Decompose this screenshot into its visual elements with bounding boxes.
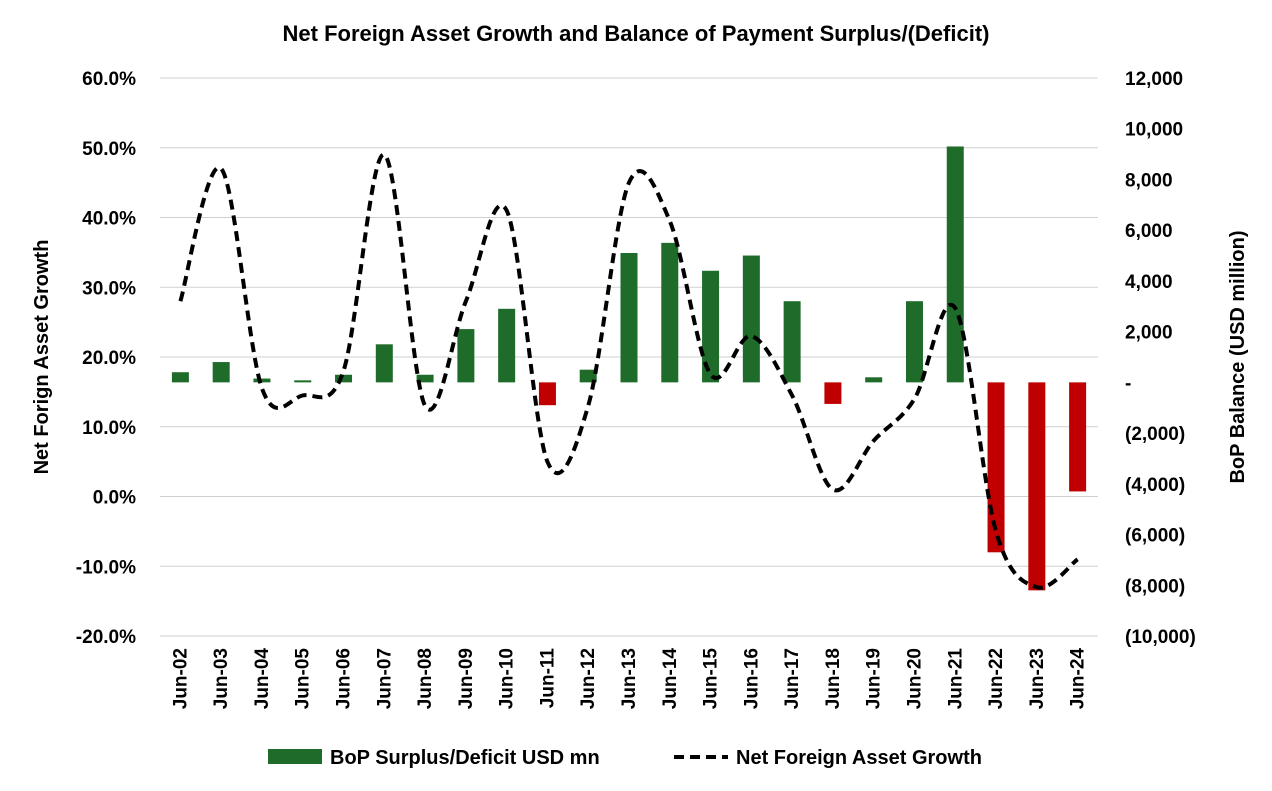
y-axis-left-title: Net Forign Asset Growth bbox=[31, 240, 53, 475]
y-right-tick-label: 10,000 bbox=[1125, 120, 1183, 141]
x-tick-label: Jun-17 bbox=[782, 648, 803, 709]
y-left-tick-label: 40.0% bbox=[82, 209, 136, 230]
bar bbox=[824, 382, 842, 404]
x-tick-label: Jun-24 bbox=[1068, 648, 1089, 710]
x-tick-label: Jun-04 bbox=[252, 648, 273, 710]
bar bbox=[498, 308, 516, 383]
y-right-tick-label: 2,000 bbox=[1125, 323, 1173, 344]
x-tick-label: Jun-07 bbox=[374, 648, 395, 709]
chart-title: Net Foreign Asset Growth and Balance of … bbox=[283, 21, 990, 46]
x-tick-label: Jun-16 bbox=[741, 648, 762, 709]
y-right-tick-label: (8,000) bbox=[1125, 576, 1185, 597]
bar bbox=[661, 242, 679, 383]
x-tick-label: Jun-08 bbox=[415, 648, 436, 709]
x-tick-label: Jun-10 bbox=[497, 648, 518, 709]
x-tick-label: Jun-11 bbox=[537, 648, 558, 709]
bar bbox=[294, 380, 312, 383]
x-tick-label: Jun-13 bbox=[619, 648, 640, 709]
bar bbox=[905, 301, 923, 383]
x-tick-label: Jun-12 bbox=[578, 648, 599, 709]
legend-swatch-bop bbox=[268, 749, 322, 764]
x-tick-label: Jun-22 bbox=[986, 648, 1007, 709]
y-right-tick-label: (6,000) bbox=[1125, 526, 1185, 547]
bar bbox=[375, 344, 393, 383]
bar bbox=[1028, 382, 1046, 591]
bar bbox=[620, 253, 638, 383]
legend-label-bop: BoP Surplus/Deficit USD mn bbox=[330, 747, 600, 769]
y-left-tick-label: 60.0% bbox=[82, 69, 136, 90]
x-tick-label: Jun-14 bbox=[660, 648, 681, 710]
bar bbox=[457, 329, 475, 383]
bar bbox=[946, 146, 964, 383]
y-right-tick-label: - bbox=[1125, 373, 1131, 394]
y-right-tick-label: 12,000 bbox=[1125, 69, 1183, 90]
x-tick-label: Jun-06 bbox=[334, 648, 355, 709]
x-axis-ticks: Jun-02 Jun-03 Jun-04 Jun-05 Jun-06 Jun-07 Jun-… bbox=[170, 648, 1088, 710]
bar bbox=[212, 362, 230, 383]
x-tick-label: Jun-19 bbox=[864, 648, 885, 709]
bar bbox=[416, 374, 434, 383]
legend-label-nfa: Net Foreign Asset Growth bbox=[736, 747, 982, 769]
y-right-tick-label: (4,000) bbox=[1125, 475, 1185, 496]
y-left-tick-label: 0.0% bbox=[93, 488, 136, 509]
bar-series bbox=[171, 146, 1087, 591]
bar bbox=[865, 377, 883, 383]
x-tick-label: Jun-18 bbox=[823, 648, 844, 709]
y-axis-right-title: BoP Balance (USD million) bbox=[1227, 230, 1249, 483]
x-tick-label: Jun-15 bbox=[701, 648, 722, 710]
y-left-tick-label: -10.0% bbox=[76, 557, 136, 578]
y-right-tick-label: 8,000 bbox=[1125, 170, 1173, 191]
right-axis-ticks: 12,000 10,000 8,000 6,000 4,000 2,000 - (2,000)… bbox=[1125, 69, 1196, 648]
y-left-tick-label: 10.0% bbox=[82, 418, 136, 439]
bar bbox=[171, 372, 189, 383]
y-right-tick-label: (10,000) bbox=[1125, 627, 1196, 648]
x-tick-label: Jun-05 bbox=[293, 648, 314, 710]
bar bbox=[742, 255, 760, 383]
y-right-tick-label: (2,000) bbox=[1125, 424, 1185, 445]
y-left-tick-label: 30.0% bbox=[82, 278, 136, 299]
x-tick-label: Jun-09 bbox=[456, 648, 477, 709]
bar bbox=[1069, 382, 1087, 492]
legend: BoP Surplus/Deficit USD mn Net Foreign A… bbox=[268, 747, 982, 769]
x-tick-label: Jun-20 bbox=[904, 648, 925, 709]
bar bbox=[702, 270, 720, 383]
y-left-tick-label: 50.0% bbox=[82, 139, 136, 160]
x-tick-label: Jun-03 bbox=[211, 648, 232, 709]
y-right-tick-label: 4,000 bbox=[1125, 272, 1173, 293]
x-tick-label: Jun-23 bbox=[1027, 648, 1048, 709]
y-right-tick-label: 6,000 bbox=[1125, 221, 1173, 242]
y-left-tick-label: -20.0% bbox=[76, 627, 136, 648]
bar bbox=[783, 301, 801, 383]
bar bbox=[253, 378, 271, 383]
bar bbox=[335, 374, 353, 383]
bar bbox=[538, 382, 556, 406]
x-tick-label: Jun-02 bbox=[170, 648, 191, 709]
left-axis-ticks: 60.0% 50.0% 40.0% 30.0% 20.0% 10.0% 0.0% -10.0%… bbox=[76, 69, 136, 648]
x-tick-label: Jun-21 bbox=[945, 648, 966, 710]
y-left-tick-label: 20.0% bbox=[82, 348, 136, 369]
